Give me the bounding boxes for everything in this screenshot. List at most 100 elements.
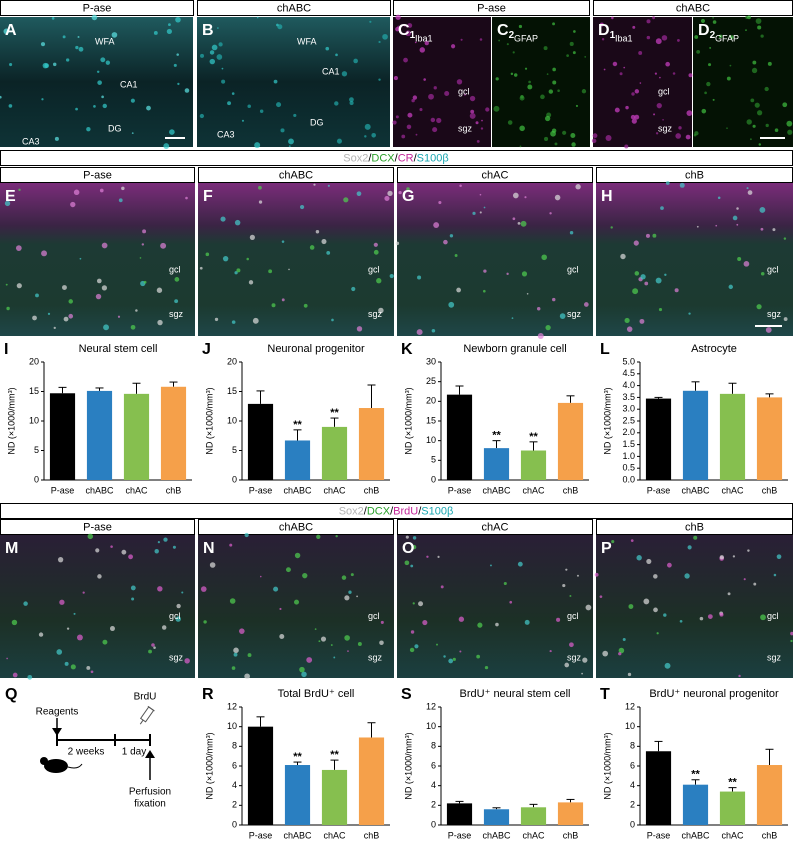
micrograph-texture: [679, 182, 685, 188]
micrograph-texture: [66, 627, 70, 630]
stain-legend-part: /: [418, 505, 422, 517]
y-tick-label: 10: [625, 721, 635, 731]
micrograph-texture: [299, 666, 305, 673]
micrograph-texture: [738, 674, 741, 678]
micrograph-texture: [222, 255, 229, 262]
micrograph-texture: [756, 304, 762, 310]
micrograph-texture: [11, 619, 18, 626]
micrograph-texture: [663, 613, 667, 617]
micrograph-texture: [646, 19, 651, 24]
micrograph-texture: [209, 50, 215, 55]
y-tick-label: 5: [431, 455, 436, 465]
micrograph-texture: [430, 117, 436, 123]
micrograph-texture: [655, 277, 662, 284]
micrograph-texture: [406, 124, 412, 130]
micrograph-texture: [782, 102, 788, 108]
micrograph-texture: [277, 24, 283, 30]
micrograph-texture: [406, 187, 410, 191]
micrograph-texture: [356, 191, 362, 197]
stain-legend-part: CR: [398, 152, 414, 164]
panel-letter: L: [600, 341, 610, 358]
bar: [86, 390, 113, 480]
micrograph-texture: [259, 575, 262, 578]
micrograph-texture: [398, 190, 402, 195]
micrograph-texture: [66, 58, 70, 62]
micrograph-texture: [548, 89, 554, 94]
micrograph-texture: [86, 126, 91, 132]
x-tick-label: chAC: [522, 830, 545, 840]
micrograph-texture: [602, 650, 609, 657]
x-tick-label: chAC: [522, 485, 545, 495]
micrograph-texture: [100, 57, 106, 63]
micrograph: [492, 17, 590, 147]
syringe-icon: [139, 705, 155, 725]
micrograph-texture: [715, 224, 718, 227]
micrograph-texture: [163, 537, 168, 542]
micrograph-texture: [737, 257, 742, 262]
micrograph-texture: [509, 600, 513, 604]
micrograph-texture: [16, 283, 22, 289]
micrograph-texture: [95, 293, 102, 300]
y-tick-label: 0: [630, 819, 635, 829]
micrograph-texture: [622, 638, 626, 642]
y-tick-label: 2: [630, 800, 635, 810]
stain-legend-part: /: [368, 152, 372, 164]
micrograph-texture: [35, 293, 39, 298]
micrograph-texture: [169, 129, 175, 135]
micrograph-texture: [101, 95, 104, 99]
micrograph-texture: [751, 67, 758, 74]
y-axis-label: ND (×1000/mm³): [403, 732, 413, 799]
micrograph-texture: [753, 582, 757, 586]
micrograph: [0, 183, 195, 336]
micrograph-texture: [688, 73, 693, 78]
significance: **: [330, 749, 339, 761]
micrograph-texture: [652, 233, 657, 238]
y-tick-label: 15: [426, 415, 436, 425]
micrograph-texture: [414, 41, 417, 44]
micrograph-texture: [760, 34, 764, 38]
micrograph-texture: [729, 35, 734, 40]
micrograph-texture: [68, 313, 74, 319]
micrograph-texture: [68, 299, 73, 304]
y-tick-label: 4: [431, 780, 436, 790]
micrograph-texture: [483, 206, 486, 209]
micrograph-texture: [75, 45, 79, 50]
bar: [719, 393, 746, 480]
micrograph: [593, 17, 692, 147]
micrograph-texture: [259, 109, 264, 114]
micrograph-texture: [401, 134, 406, 139]
micrograph-texture: [726, 76, 731, 81]
micrograph-texture: [97, 80, 102, 85]
micrograph-texture: [643, 598, 650, 605]
x-tick-label: chAC: [721, 485, 744, 495]
bar: [682, 784, 709, 825]
micrograph-texture: [221, 79, 226, 84]
micrograph-texture: [774, 128, 779, 132]
micrograph-texture: [717, 196, 721, 200]
micrograph-texture: [653, 113, 656, 116]
micrograph-texture: [378, 40, 381, 44]
micrograph-texture: [485, 107, 490, 112]
micrograph-texture: [451, 44, 456, 49]
micrograph-texture: [41, 98, 44, 101]
y-tick-label: 10: [227, 415, 237, 425]
micrograph-texture: [524, 619, 530, 625]
micrograph-texture: [268, 269, 273, 274]
micrograph-texture: [217, 27, 219, 29]
x-tick-label: chABC: [681, 830, 710, 840]
micrograph-texture: [148, 649, 152, 654]
micrograph-texture: [53, 62, 57, 67]
image-label: gcl: [767, 265, 779, 275]
schematic: Q Reagents BrdU 2 weeks 1 day Perfusion …: [5, 686, 171, 809]
micrograph-texture: [672, 72, 676, 75]
micrograph-texture: [634, 271, 640, 276]
micrograph-texture: [653, 607, 658, 613]
bar: [321, 769, 348, 825]
micrograph-texture: [458, 616, 465, 622]
micrograph-texture: [712, 16, 714, 19]
bar: [756, 765, 783, 825]
micrograph-texture: [101, 285, 108, 291]
micrograph-texture: [706, 81, 711, 87]
micrograph-texture: [569, 594, 572, 597]
y-tick-label: 6: [232, 760, 237, 770]
